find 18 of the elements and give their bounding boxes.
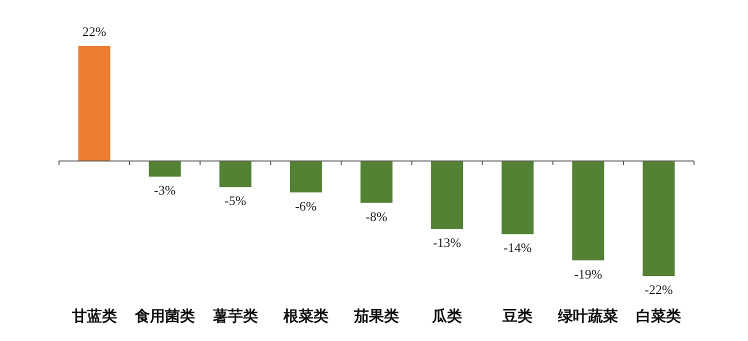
data-label: -6% (295, 198, 317, 214)
data-label: -19% (574, 266, 602, 282)
x-tick-label: 甘蓝类 (70, 307, 117, 325)
data-label: -14% (504, 240, 532, 256)
x-tick-label: 豆类 (502, 307, 533, 325)
data-label: -3% (154, 182, 176, 198)
x-tick-label: 茄果类 (353, 307, 399, 325)
data-label: -13% (432, 234, 462, 250)
x-tick-label: 薯芋类 (212, 307, 258, 325)
x-tick-label: 绿叶蔬菜 (557, 307, 618, 325)
x-tick-label: 根菜类 (282, 307, 328, 325)
data-label: 22% (82, 24, 106, 39)
data-label: -22% (644, 282, 673, 297)
data-label: -8% (366, 208, 388, 224)
x-tick-label: 瓜类 (431, 307, 462, 325)
data-label: -5% (224, 193, 246, 208)
x-tick-label: 白菜类 (636, 307, 682, 325)
x-tick-label: 食用菌类 (134, 307, 195, 325)
